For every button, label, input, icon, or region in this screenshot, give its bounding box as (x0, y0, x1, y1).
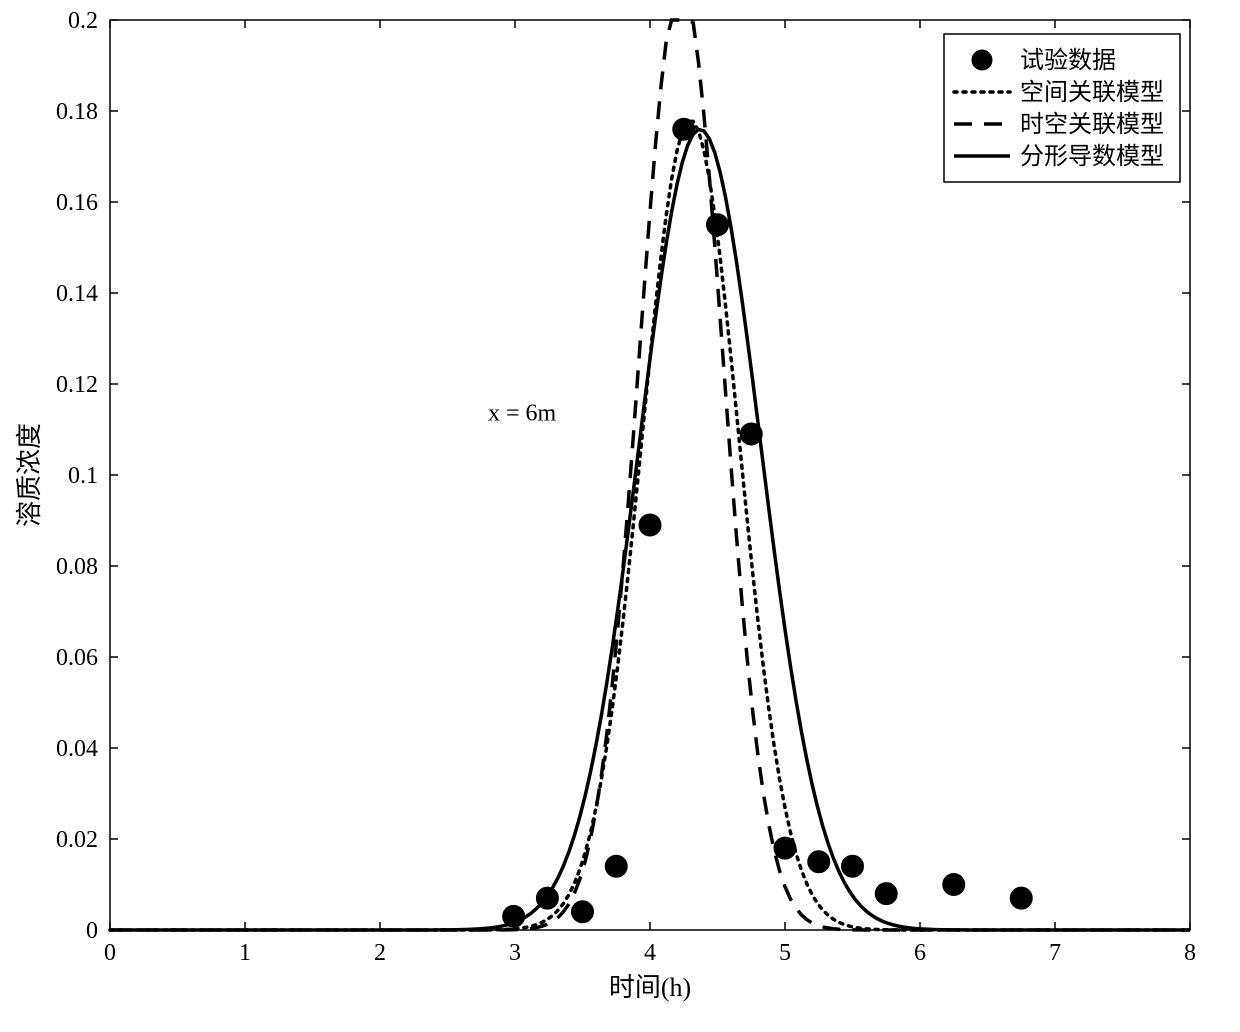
x-tick-label: 7 (1049, 940, 1061, 966)
annotation-x6m: x = 6m (488, 400, 557, 426)
data-point (875, 883, 897, 905)
y-tick-label: 0 (86, 918, 98, 944)
data-point (707, 214, 729, 236)
x-tick-label: 6 (914, 940, 926, 966)
chart-container: 0 1 2 3 4 5 6 7 8 0 0.02 0.04 0.06 0.08 0.1 0.12 0.14 0.1… (0, 0, 1240, 1032)
y-tick-label: 0.1 (68, 463, 98, 489)
legend-label: 试验数据 (1020, 47, 1116, 74)
y-tick-label: 0.02 (56, 827, 98, 853)
data-point (673, 118, 695, 140)
y-tick-label: 0.06 (56, 645, 98, 671)
y-tick-label: 0.2 (68, 8, 98, 34)
data-point (842, 855, 864, 877)
legend-label: 分形导数模型 (1020, 143, 1164, 170)
data-point (740, 423, 762, 445)
data-point (503, 905, 525, 927)
data-point (536, 887, 558, 909)
x-tick-label: 2 (374, 940, 386, 966)
data-point (639, 514, 661, 536)
x-tick-label: 0 (104, 940, 116, 966)
y-tick-label: 0.12 (56, 372, 98, 398)
x-tick-label: 3 (509, 940, 521, 966)
y-tick-label: 0.14 (56, 281, 98, 307)
data-point (1010, 887, 1032, 909)
y-tick-label: 0.04 (56, 736, 98, 762)
data-point (572, 901, 594, 923)
x-tick-label: 1 (239, 940, 251, 966)
legend-label: 时空关联模型 (1020, 111, 1164, 138)
x-tick-label: 8 (1184, 940, 1196, 966)
data-point (808, 851, 830, 873)
y-tick-label: 0.08 (56, 554, 98, 580)
legend-marker-icon (972, 50, 992, 70)
y-axis-label: 溶质浓度 (15, 423, 44, 527)
y-tick-label: 0.18 (56, 99, 98, 125)
y-tick-label: 0.16 (56, 190, 98, 216)
data-point (605, 855, 627, 877)
legend-label: 空间关联模型 (1020, 79, 1164, 106)
chart-svg: 0 1 2 3 4 5 6 7 8 0 0.02 0.04 0.06 0.08 0.1 0.12 0.14 0.1… (0, 0, 1240, 1032)
x-axis-label: 时间(h) (609, 973, 691, 1002)
data-point (943, 874, 965, 896)
data-point (774, 837, 796, 859)
x-tick-label: 5 (779, 940, 791, 966)
x-tick-label: 4 (644, 940, 656, 966)
